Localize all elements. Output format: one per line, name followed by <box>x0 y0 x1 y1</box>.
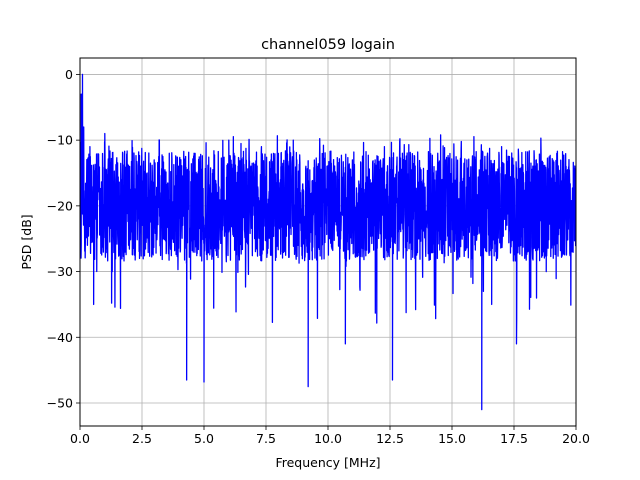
y-tick-label: 0 <box>65 67 73 82</box>
x-tick-label: 15.0 <box>438 431 466 446</box>
x-tick-label: 20.0 <box>562 431 590 446</box>
chart-title: channel059 logain <box>261 37 395 53</box>
x-tick-label: 10.0 <box>314 431 342 446</box>
x-tick-label: 12.5 <box>376 431 404 446</box>
x-tick-label: 17.5 <box>500 431 528 446</box>
y-axis-label: PSD [dB] <box>19 214 34 269</box>
x-tick-label: 5.0 <box>194 431 214 446</box>
y-axis-ticks: 0 −10 −20 −30 −40 −50 <box>47 67 80 411</box>
y-tick-label: −20 <box>47 198 73 213</box>
x-tick-label: 0.0 <box>70 431 90 446</box>
y-tick-label: −50 <box>47 396 73 411</box>
x-axis-ticks: 0.0 2.5 5.0 7.5 10.0 12.5 15.0 17.5 20.0 <box>70 426 590 446</box>
y-tick-label: −30 <box>47 264 73 279</box>
series-layer <box>80 73 576 411</box>
x-tick-label: 2.5 <box>132 431 152 446</box>
psd-series-line <box>80 73 576 411</box>
x-tick-label: 7.5 <box>256 431 276 446</box>
y-tick-label: −40 <box>47 330 73 345</box>
y-tick-label: −10 <box>47 133 73 148</box>
x-axis-label: Frequency [MHz] <box>275 455 380 470</box>
